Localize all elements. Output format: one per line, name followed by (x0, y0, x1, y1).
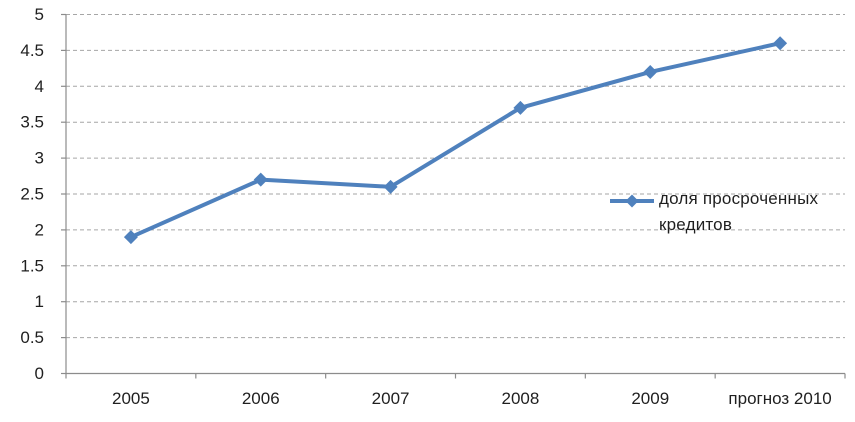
data-series (123, 36, 788, 245)
legend: доля просроченных кредитов (609, 186, 854, 238)
y-axis-label: 2.5 (20, 185, 44, 204)
y-axis-label: 2 (35, 220, 44, 239)
gridlines (66, 14, 845, 339)
legend-label: доля просроченных кредитов (659, 189, 819, 234)
x-axis-label: 2005 (112, 389, 150, 408)
data-point-marker (773, 36, 788, 51)
x-axis-label: 2008 (502, 389, 540, 408)
axis-ticks (61, 13, 846, 379)
y-axis-label: 4.5 (20, 41, 44, 60)
y-axis-label: 3.5 (20, 113, 44, 132)
y-axis-label: 1 (35, 292, 44, 311)
data-point-marker (123, 230, 138, 245)
series-line (128, 41, 783, 240)
y-axis-label: 0.5 (20, 328, 44, 347)
x-axis-labels: 2005 2006 2007 2008 2009 прогноз 2010 (112, 389, 832, 408)
y-axis-label: 3 (35, 149, 44, 168)
legend-diamond-marker-icon (625, 194, 639, 208)
y-axis-label: 0 (35, 364, 44, 383)
data-point-marker (643, 64, 658, 79)
data-point-marker (253, 172, 268, 187)
x-axis-label: 2009 (631, 389, 669, 408)
y-axis-labels: 0 0.5 1 1.5 2 2.5 3 3.5 4 4.5 5 (20, 5, 44, 383)
y-axis-label: 5 (35, 5, 44, 24)
x-axis-label: 2006 (242, 389, 280, 408)
y-axis-label: 4 (35, 77, 44, 96)
y-axis-label: 1.5 (20, 256, 44, 275)
x-axis-label: прогноз 2010 (728, 389, 831, 408)
data-point-marker (513, 100, 528, 115)
data-point-marker (383, 179, 398, 194)
legend-line-marker-icon (610, 194, 654, 208)
x-axis-label: 2007 (372, 389, 410, 408)
